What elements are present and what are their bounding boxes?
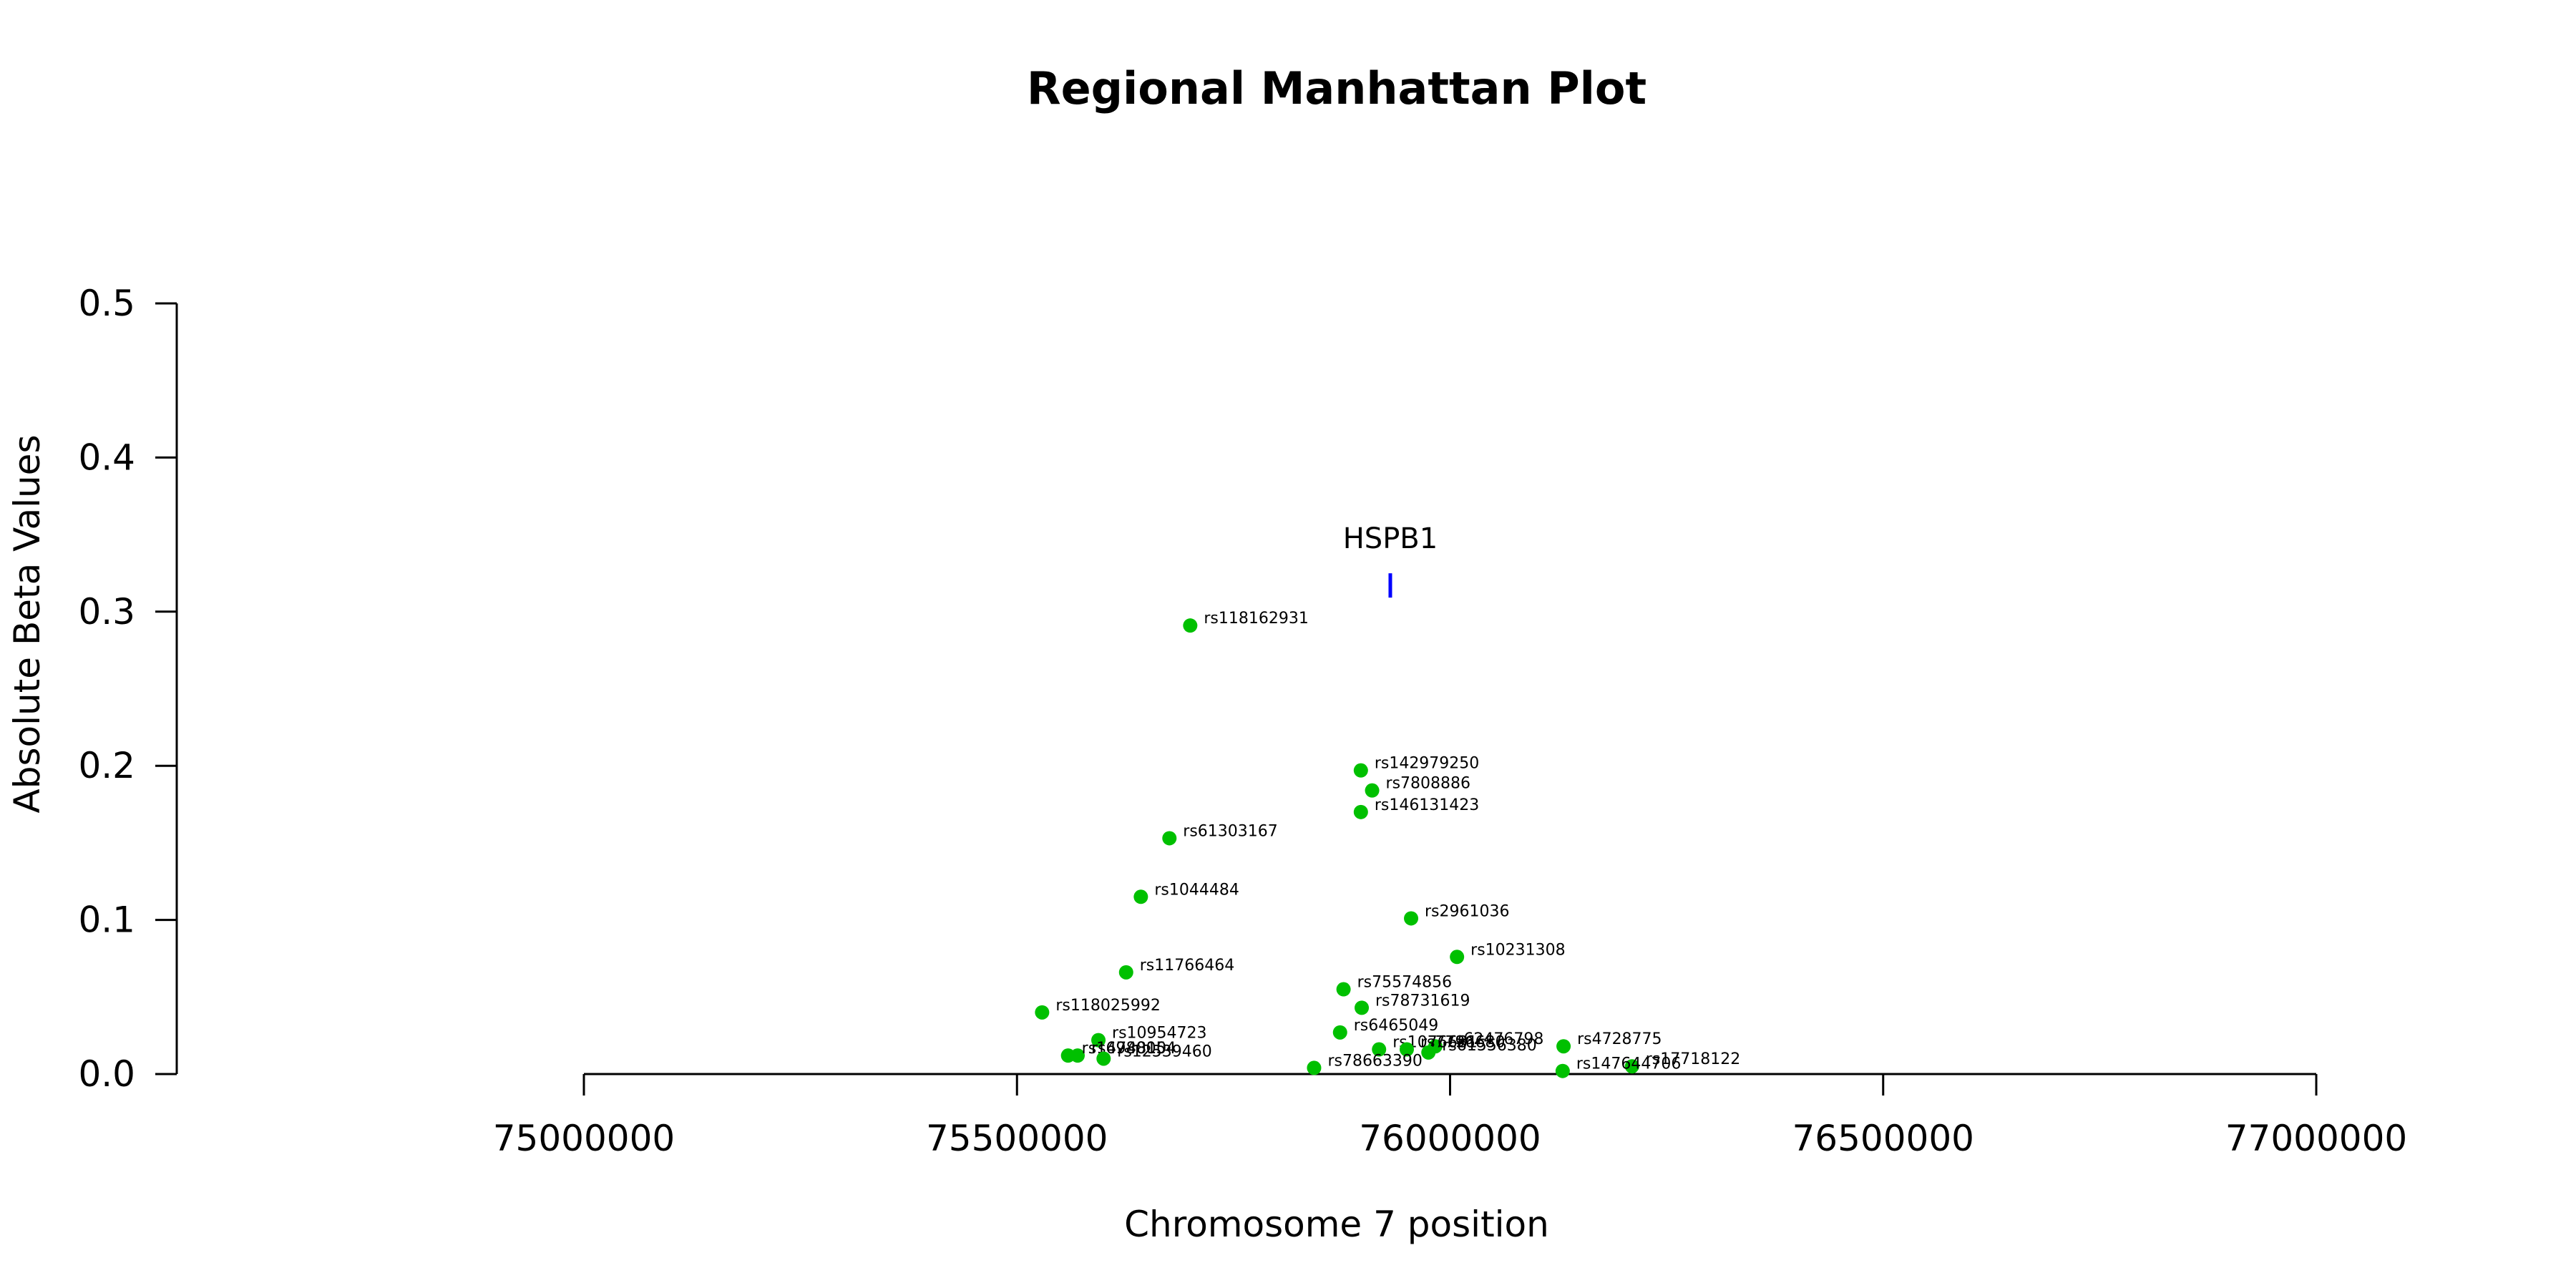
snp-label: rs10954723: [1112, 1025, 1206, 1043]
y-axis-label: Absolute Beta Values: [6, 435, 48, 814]
snp-label: rs1044484: [1154, 881, 1239, 899]
snp-label: rs61556380: [1442, 1037, 1536, 1055]
snp-label: rs62476798: [1449, 1030, 1543, 1048]
snp-point: [1353, 763, 1368, 778]
snp-points: rs118162931 rs142979250 rs7808886 rs1461314…: [1035, 610, 1740, 1078]
x-tick-label: 77000000: [2225, 1118, 2408, 1159]
y-tick-label: 0.1: [78, 899, 135, 941]
snp-point: [1404, 911, 1419, 926]
snp-label: rs75574856: [1357, 974, 1452, 992]
snp-label: rs11766464: [1140, 957, 1234, 975]
snp-point: [1353, 804, 1368, 819]
snp-label: rs78663390: [1327, 1052, 1422, 1070]
snp-label: rs118162931: [1204, 610, 1308, 628]
snp-label: rs17718122: [1646, 1050, 1740, 1068]
snp-label: rs12539460: [1117, 1043, 1211, 1060]
x-tick-label: 75000000: [493, 1118, 675, 1159]
snp-point: [1091, 1033, 1106, 1048]
y-tick-label: 0.3: [78, 591, 135, 633]
gene-label: HSPB1: [1343, 522, 1438, 555]
snp-label: rs61303167: [1183, 822, 1277, 840]
snp-point: [1307, 1060, 1322, 1075]
y-tick-label: 0.2: [78, 745, 135, 786]
snp-point: [1035, 1005, 1050, 1020]
snp-point: [1133, 889, 1148, 904]
chart-title: Regional Manhattan Plot: [1027, 62, 1646, 114]
snp-point: [1450, 950, 1465, 965]
gene-markers: HSPB1: [1343, 522, 1438, 598]
snp-point: [1183, 618, 1198, 633]
snp-label: rs7796680: [1420, 1034, 1506, 1052]
snp-point: [1118, 965, 1133, 980]
snp-point: [1336, 982, 1351, 997]
y-tick-label: 0.0: [78, 1053, 135, 1095]
snp-label: rs142979250: [1375, 755, 1479, 773]
snp-point: [1421, 1045, 1436, 1060]
y-tick-label: 0.5: [78, 283, 135, 324]
y-axis: 0.0 0.1 0.2 0.3 0.4 0.5: [78, 283, 178, 1095]
y-tick-label: 0.4: [78, 436, 135, 478]
snp-label: rs6465049: [1354, 1017, 1439, 1035]
snp-point: [1162, 831, 1177, 846]
snp-label: rs2961036: [1425, 902, 1509, 920]
snp-label: rs146131423: [1375, 796, 1479, 814]
x-tick-label: 76500000: [1792, 1118, 1975, 1159]
snp-point: [1399, 1042, 1414, 1057]
snp-point: [1624, 1059, 1639, 1074]
snp-label: rs4728775: [1577, 1030, 1662, 1048]
snp-point: [1372, 1042, 1387, 1057]
snp-point: [1060, 1048, 1075, 1063]
x-tick-label: 76000000: [1359, 1118, 1541, 1159]
x-tick-label: 75500000: [926, 1118, 1108, 1159]
x-axis-label: Chromosome 7 position: [1124, 1204, 1549, 1245]
snp-label: rs1474810: [1082, 1040, 1167, 1058]
x-axis: 75000000 75500000 76000000 76500000 77000000: [493, 1073, 2408, 1159]
snp-point: [1355, 1000, 1370, 1015]
snp-label: rs10231308: [1470, 941, 1565, 959]
snp-point: [1555, 1063, 1570, 1078]
snp-point: [1096, 1051, 1111, 1066]
snp-label: rs7808886: [1386, 775, 1471, 793]
snp-point: [1556, 1039, 1571, 1054]
snp-point: [1332, 1025, 1347, 1040]
snp-point: [1365, 783, 1380, 798]
snp-label: rs78731619: [1375, 992, 1470, 1010]
snp-label: rs118025992: [1055, 997, 1160, 1015]
snp-label: rs147644706: [1576, 1055, 1681, 1073]
